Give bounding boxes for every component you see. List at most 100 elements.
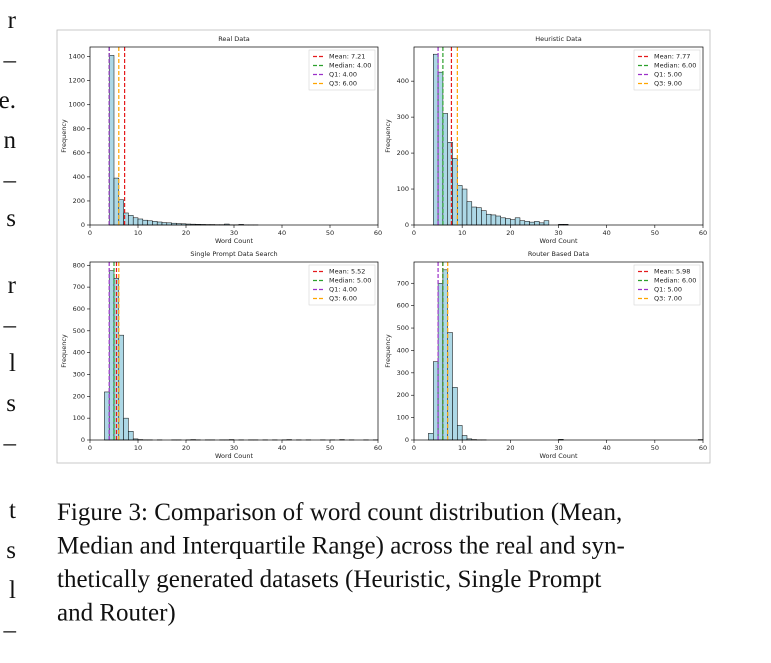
x-tick-label: 30 — [230, 229, 238, 237]
legend-label: Q1: 4.00 — [329, 286, 357, 294]
y-tick-label: 1000 — [68, 101, 85, 109]
y-tick-label: 0 — [81, 221, 85, 229]
legend-label: Median: 4.00 — [329, 62, 371, 70]
x-tick-label: 0 — [412, 444, 416, 452]
y-tick-label: 0 — [405, 436, 409, 444]
x-tick-label: 60 — [699, 444, 707, 452]
bar — [104, 391, 110, 441]
legend-label: Mean: 7.21 — [329, 53, 365, 61]
bar — [442, 113, 448, 226]
x-tick-label: 30 — [554, 444, 562, 452]
margin-fragment: – — [3, 430, 17, 457]
x-tick-label: 20 — [506, 444, 514, 452]
bar — [156, 221, 163, 226]
x-tick-label: 50 — [326, 444, 334, 452]
margin-fragment: l — [9, 577, 16, 604]
x-tick-label: 20 — [182, 444, 190, 452]
bar — [123, 417, 129, 441]
y-tick-label: 700 — [397, 279, 409, 287]
y-tick-label: 1200 — [68, 77, 85, 85]
y-tick-label: 100 — [73, 414, 85, 422]
bar — [108, 270, 115, 441]
y-tick-label: 100 — [397, 414, 409, 422]
x-tick-label: 30 — [554, 229, 562, 237]
y-axis-label: Frequency — [384, 119, 392, 153]
x-tick-label: 10 — [134, 229, 142, 237]
caption-line: Figure 3: Comparison of word count distr… — [57, 499, 622, 526]
y-tick-label: 400 — [397, 77, 409, 85]
margin-fragment: – — [3, 617, 17, 644]
x-tick-label: 60 — [374, 444, 382, 452]
plot-frame — [413, 46, 704, 226]
plot-frame — [89, 261, 379, 441]
bar — [447, 332, 453, 441]
bar — [452, 387, 458, 441]
bar — [437, 71, 444, 226]
x-tick-label: 40 — [278, 229, 286, 237]
y-tick-label: 200 — [397, 149, 409, 157]
bar — [461, 188, 468, 226]
bar — [505, 218, 511, 226]
bar — [534, 221, 540, 226]
y-tick-label: 400 — [73, 349, 85, 357]
bar — [457, 425, 463, 441]
legend-label: Q3: 7.00 — [654, 295, 682, 303]
y-tick-label: 300 — [397, 113, 409, 121]
bar — [514, 217, 521, 226]
y-axis-label: Frequency — [60, 334, 68, 368]
x-tick-label: 0 — [412, 229, 416, 237]
chart-title: Real Data — [218, 35, 250, 43]
legend-label: Median: 5.00 — [329, 277, 371, 285]
bar — [152, 221, 158, 226]
x-tick-label: 0 — [88, 229, 92, 237]
x-tick-label: 50 — [651, 444, 659, 452]
y-tick-label: 0 — [81, 436, 85, 444]
legend-label: Mean: 7.77 — [654, 53, 690, 61]
y-tick-label: 500 — [397, 324, 409, 332]
bar — [476, 207, 482, 226]
y-tick-label: 600 — [73, 305, 85, 313]
margin-fragment: t — [9, 497, 16, 524]
x-tick-label: 10 — [458, 444, 466, 452]
caption: Figure 3: Comparison of word count distr… — [57, 499, 625, 627]
x-tick-label: 40 — [603, 444, 611, 452]
margin-fragment: r — [8, 7, 17, 34]
plot-frame — [413, 261, 704, 441]
bar — [128, 431, 134, 441]
x-tick-label: 10 — [134, 444, 142, 452]
bar — [428, 433, 434, 441]
caption-line: Median and Interquartile Range) across t… — [57, 533, 625, 560]
bar — [461, 435, 468, 441]
bar — [490, 214, 497, 226]
legend-label: Median: 6.00 — [654, 277, 696, 285]
bar — [108, 55, 115, 226]
bar — [118, 334, 124, 441]
bar — [142, 219, 148, 226]
legend-label: Q1: 4.00 — [329, 71, 357, 79]
y-tick-label: 400 — [397, 346, 409, 354]
x-axis-label: Word Count — [539, 452, 578, 460]
margin-fragment: – — [3, 47, 17, 74]
y-axis-label: Frequency — [384, 334, 392, 368]
legend-label: Mean: 5.52 — [329, 268, 365, 276]
bar — [442, 269, 448, 441]
bar — [437, 283, 444, 441]
x-tick-label: 40 — [278, 444, 286, 452]
figure-frame — [56, 29, 711, 464]
x-tick-label: 50 — [326, 229, 334, 237]
bar — [128, 215, 134, 226]
bar — [137, 218, 144, 226]
bar — [543, 220, 550, 226]
x-axis-label: Word Count — [215, 452, 254, 460]
x-tick-label: 60 — [699, 229, 707, 237]
plot-frame — [89, 46, 379, 226]
chart-title: Router Based Data — [528, 250, 589, 258]
y-tick-label: 600 — [397, 302, 409, 310]
bar — [113, 177, 120, 226]
y-tick-label: 300 — [73, 370, 85, 378]
bar — [495, 215, 501, 226]
bar — [433, 361, 439, 441]
